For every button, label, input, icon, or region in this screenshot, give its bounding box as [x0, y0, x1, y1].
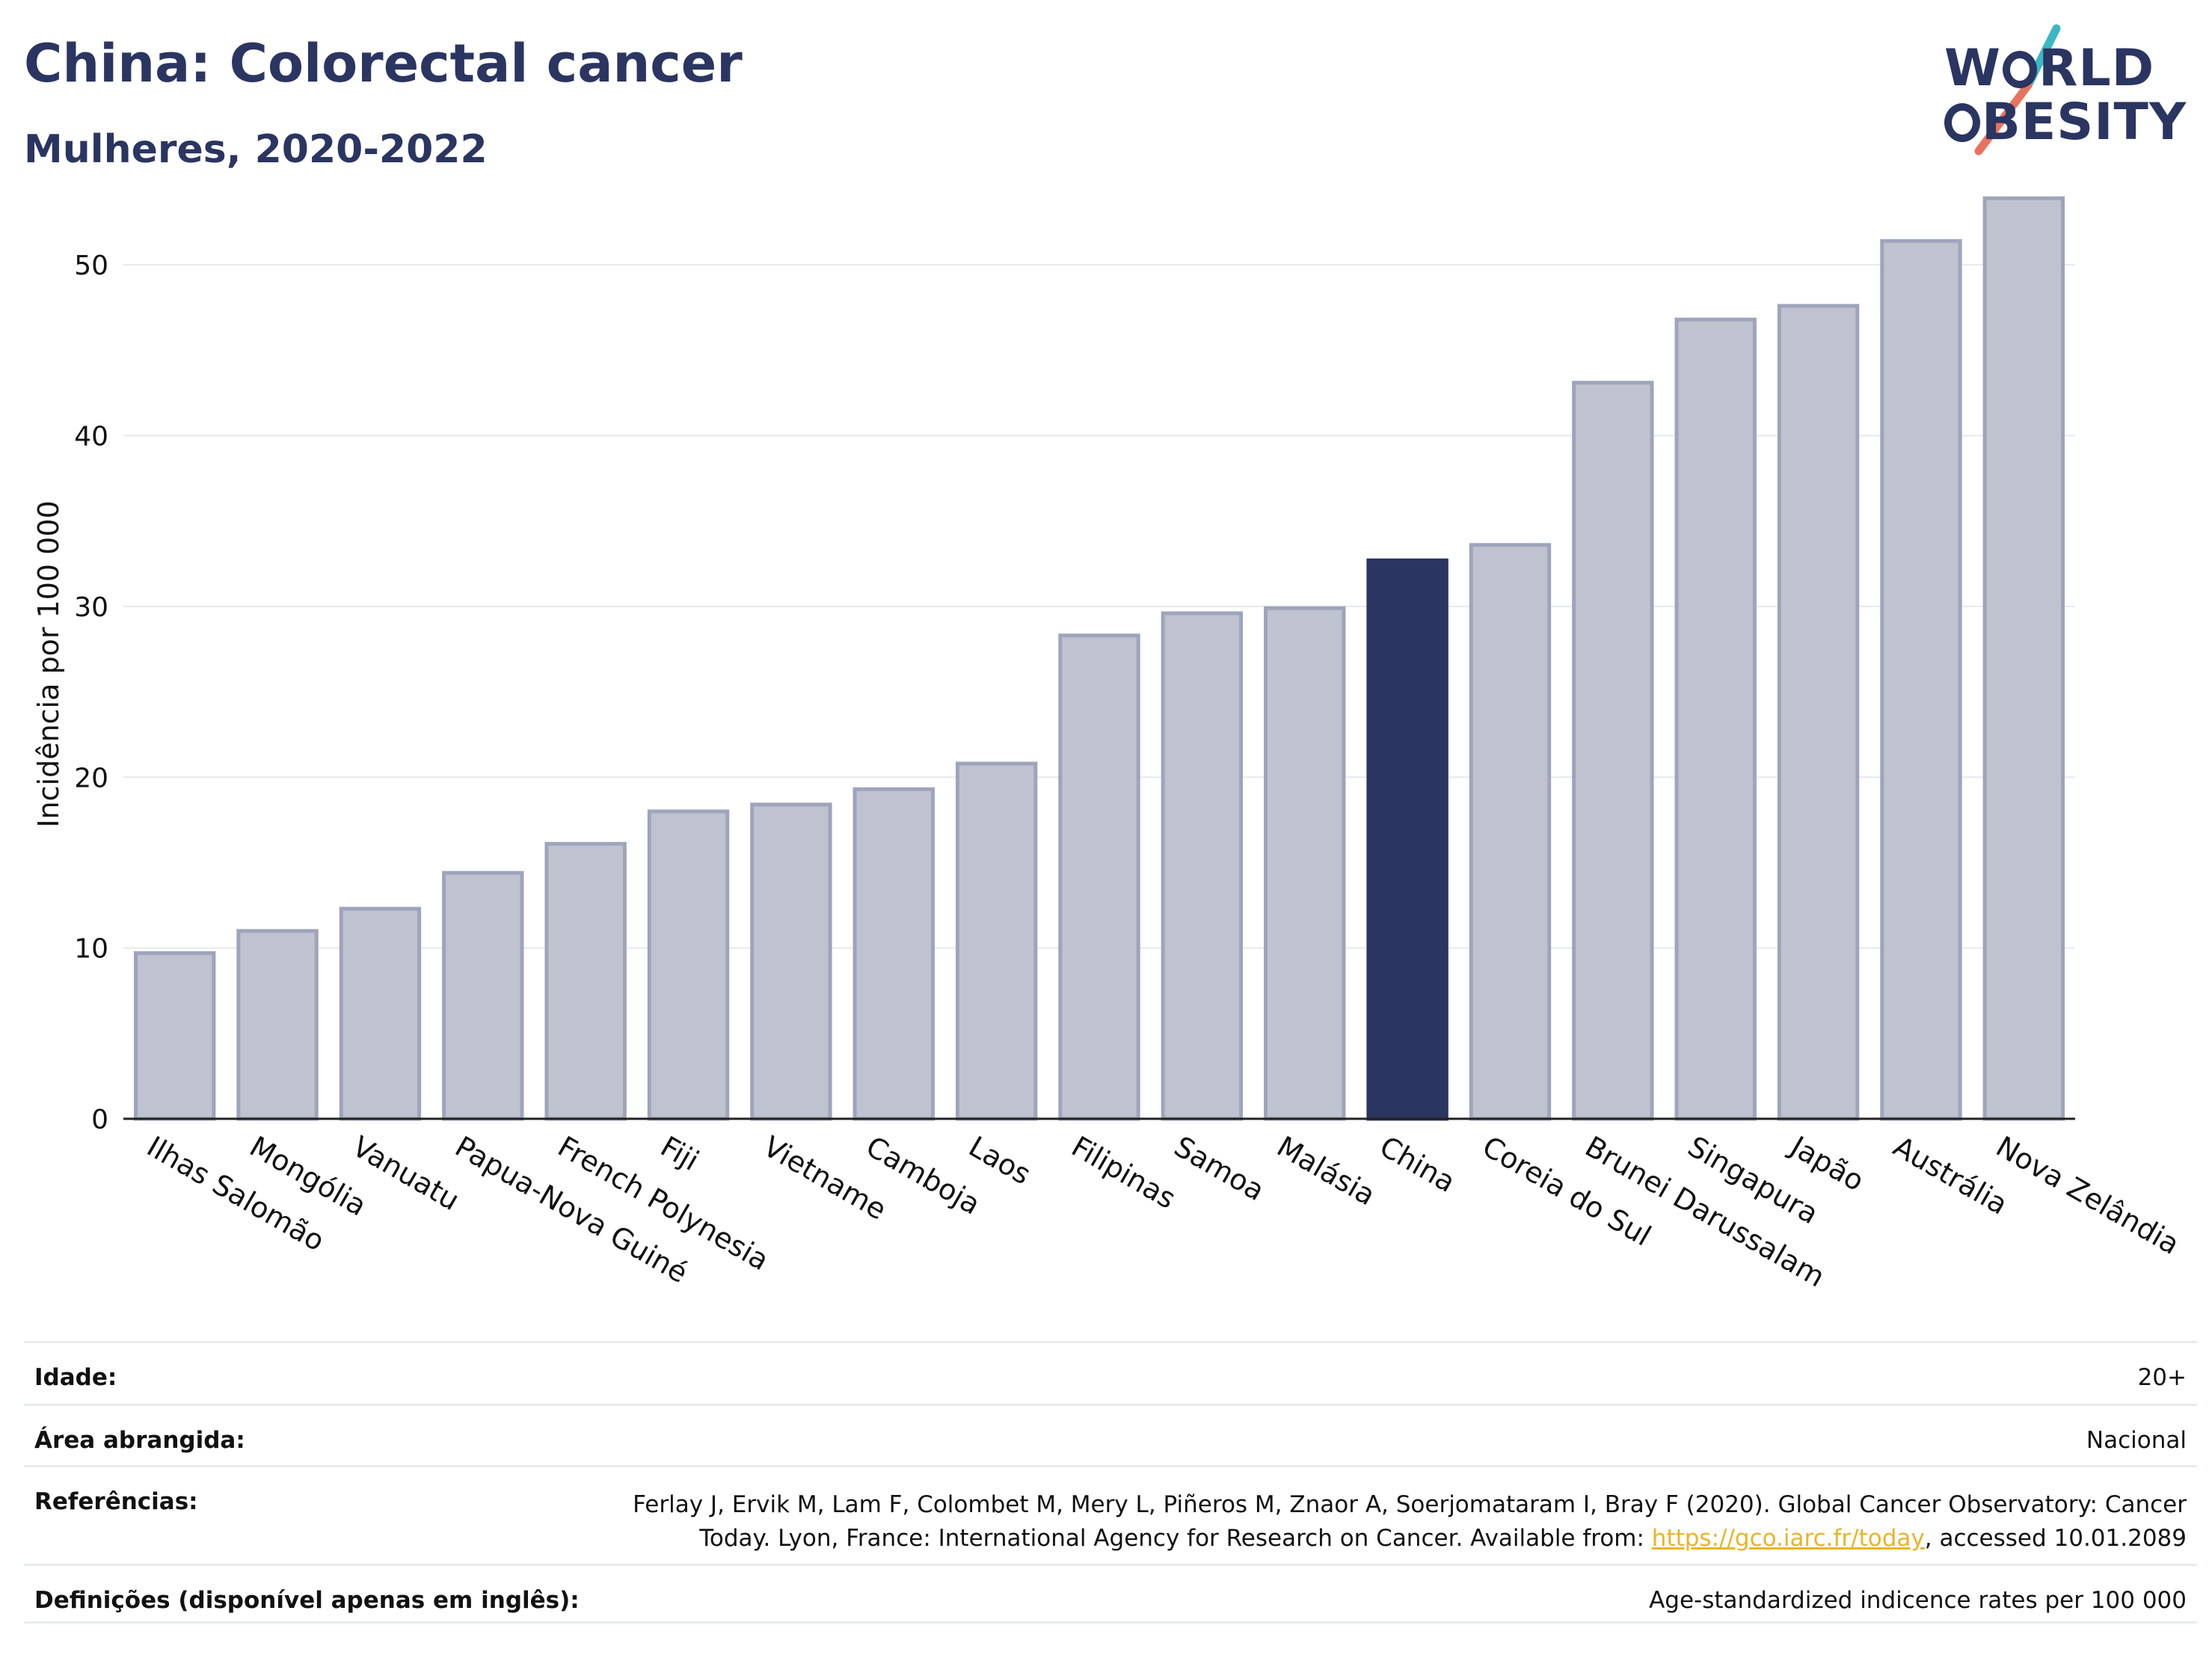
bar-fiji — [647, 809, 730, 1121]
logo-w-letter: W — [1944, 39, 2002, 98]
bar-vanuatu — [339, 906, 422, 1121]
logo-line-1-tail: RLD — [2039, 39, 2155, 98]
chart-title: China: Colorectal cancer — [24, 33, 743, 94]
bar-french-polynesia — [544, 841, 627, 1121]
footer-row-area: Área abrangida: Nacional — [24, 1404, 2197, 1465]
bar-mal-sia — [1264, 606, 1346, 1121]
x-tick-label: Laos — [963, 1130, 1036, 1191]
references-accessed: , accessed 10.01.2089 — [1924, 1524, 2187, 1552]
x-tick-label: Fiji — [655, 1130, 704, 1177]
footer-row-age: Idade: 20+ — [24, 1341, 2197, 1404]
x-tick-label: Nova Zelândia — [1991, 1130, 2185, 1262]
bar-jap-o — [1777, 304, 1860, 1121]
bars — [133, 196, 2065, 1121]
age-label: Idade: — [34, 1364, 117, 1391]
bar-nova-zel-ndia — [1982, 196, 2065, 1121]
bar-camboja — [852, 787, 935, 1121]
x-tick-label: Samoa — [1169, 1130, 1270, 1208]
y-tick-label: 20 — [74, 763, 108, 793]
logo-line-2: BESITY — [1944, 97, 2187, 148]
area-value: Nacional — [2086, 1427, 2187, 1454]
area-label: Área abrangida: — [34, 1427, 245, 1454]
definitions-label: Definições (disponível apenas em inglês)… — [34, 1587, 580, 1614]
x-tick-label: Ilhas Salomão — [141, 1130, 330, 1258]
bar-ilhas-salom-o — [133, 951, 216, 1121]
references-label: Referências: — [34, 1488, 198, 1515]
bar-brunei-darussalam — [1572, 381, 1654, 1121]
bar-mong-lia — [236, 929, 319, 1121]
logo-o-ring-2 — [1944, 103, 1980, 142]
chart-subtitle: Mulheres, 2020-2022 — [24, 127, 488, 172]
references-value: Ferlay J, Ervik M, Lam F, Colombet M, Me… — [601, 1488, 2187, 1564]
bar-china — [1366, 558, 1448, 1121]
y-tick-label: 10 — [74, 934, 108, 965]
bar-samoa — [1161, 611, 1244, 1121]
logo-line-1: W RLD — [1944, 43, 2154, 94]
bar-austr-lia — [1880, 239, 1962, 1121]
x-tick-label: Austrália — [1887, 1130, 2013, 1221]
references-text: Ferlay J, Ervik M, Lam F, Colombet M, Me… — [633, 1491, 2187, 1552]
bar-singapura — [1674, 317, 1757, 1121]
footer-row-references: Referências: Ferlay J, Ervik M, Lam F, C… — [24, 1465, 2197, 1564]
references-link[interactable]: https://gco.iarc.fr/today — [1651, 1524, 1925, 1552]
x-tick-label: China — [1374, 1130, 1461, 1199]
bar-coreia-do-sul — [1469, 543, 1552, 1121]
bar-laos — [955, 761, 1038, 1121]
logo-o-ring-1 — [2003, 51, 2038, 88]
chart-footer: Idade: 20+ Área abrangida: Nacional Refe… — [24, 1341, 2197, 1624]
bar-papua-nova-guin- — [442, 871, 524, 1121]
y-tick-labels: 0 10 20 30 40 50 — [74, 251, 108, 1135]
definitions-value: Age-standardized indicence rates per 100… — [1649, 1587, 2187, 1614]
x-tick-label: Coreia do Sul — [1477, 1130, 1656, 1253]
y-tick-label: 0 — [91, 1105, 108, 1135]
y-axis-label: Incidência por 100 000 — [32, 500, 65, 827]
y-tick-label: 50 — [74, 251, 108, 281]
y-tick-label: 30 — [74, 592, 108, 623]
x-tick-label: Filipinas — [1066, 1130, 1182, 1215]
x-tick-label: Malásia — [1271, 1130, 1380, 1212]
bar-filipinas — [1058, 633, 1140, 1121]
world-obesity-logo: W RLD BESITY — [1944, 22, 2199, 165]
logo-line-2-tail: BESITY — [1982, 93, 2187, 152]
bar-chart: 0 10 20 30 40 50 Ilhas SalomãoMongóliaVanuatu… — [32, 196, 2185, 1294]
bar-vietname — [750, 802, 832, 1121]
footer-row-definitions: Definições (disponível apenas em inglês)… — [24, 1564, 2197, 1624]
age-value: 20+ — [2137, 1364, 2187, 1391]
y-tick-label: 40 — [74, 422, 108, 452]
